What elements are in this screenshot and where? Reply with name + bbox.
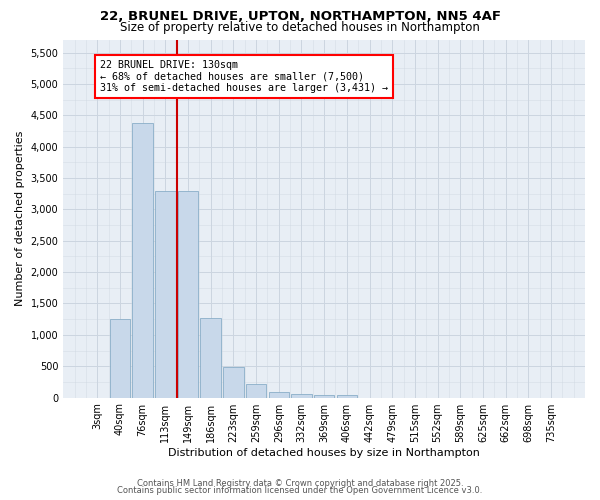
Text: Contains public sector information licensed under the Open Government Licence v3: Contains public sector information licen…: [118, 486, 482, 495]
Y-axis label: Number of detached properties: Number of detached properties: [15, 131, 25, 306]
Bar: [178, 190, 198, 398]
Bar: [314, 396, 334, 398]
Text: Contains HM Land Registry data © Crown copyright and database right 2025.: Contains HM Land Registry data © Crown c…: [137, 478, 463, 488]
Bar: [291, 394, 311, 398]
Bar: [337, 396, 357, 398]
Bar: [246, 384, 266, 398]
Bar: [269, 392, 289, 398]
Text: 22 BRUNEL DRIVE: 130sqm
← 68% of detached houses are smaller (7,500)
31% of semi: 22 BRUNEL DRIVE: 130sqm ← 68% of detache…: [100, 60, 388, 94]
Bar: [133, 123, 153, 398]
Bar: [110, 319, 130, 398]
Bar: [200, 318, 221, 398]
Bar: [155, 190, 176, 398]
Text: 22, BRUNEL DRIVE, UPTON, NORTHAMPTON, NN5 4AF: 22, BRUNEL DRIVE, UPTON, NORTHAMPTON, NN…: [100, 10, 500, 23]
Text: Size of property relative to detached houses in Northampton: Size of property relative to detached ho…: [120, 22, 480, 35]
Bar: [223, 367, 244, 398]
X-axis label: Distribution of detached houses by size in Northampton: Distribution of detached houses by size …: [168, 448, 480, 458]
